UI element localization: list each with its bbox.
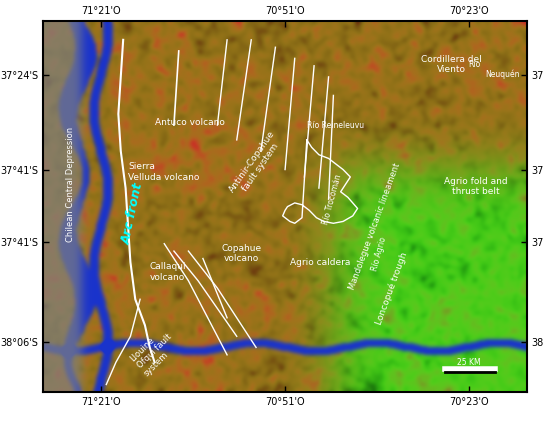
- Text: Antinir-Copahue
fault system: Antinir-Copahue fault system: [227, 129, 285, 200]
- Text: Río Agrio: Río Agrio: [370, 236, 388, 272]
- Text: Sierra
Velluda volcano: Sierra Velluda volcano: [128, 162, 199, 181]
- Text: Cordillera del
Viento: Cordillera del Viento: [421, 55, 482, 74]
- Text: Loncopué trough: Loncopué trough: [374, 250, 409, 326]
- Text: Neuquén: Neuquén: [485, 69, 520, 79]
- Text: Río Trocomán: Río Trocomán: [321, 173, 343, 225]
- Text: Llouine
Ofqui fault
system: Llouine Ofqui fault system: [128, 325, 181, 378]
- Text: Río Reineleuvu: Río Reineleuvu: [307, 121, 364, 130]
- Text: Mandolegue volcanic lineament: Mandolegue volcanic lineament: [348, 162, 402, 291]
- Text: Chilean Central Depression: Chilean Central Depression: [66, 127, 74, 242]
- Text: Río: Río: [469, 60, 481, 69]
- Text: Agrio fold and
thrust belt: Agrio fold and thrust belt: [444, 177, 508, 196]
- Text: Callaqui
volcano: Callaqui volcano: [150, 262, 186, 282]
- Text: 25 KM: 25 KM: [457, 358, 481, 367]
- Text: Arc front: Arc front: [120, 182, 146, 246]
- Text: Copahue
volcano: Copahue volcano: [222, 244, 262, 263]
- Text: Agrio caldera: Agrio caldera: [290, 259, 350, 268]
- Text: Antuco volcano: Antuco volcano: [155, 118, 224, 127]
